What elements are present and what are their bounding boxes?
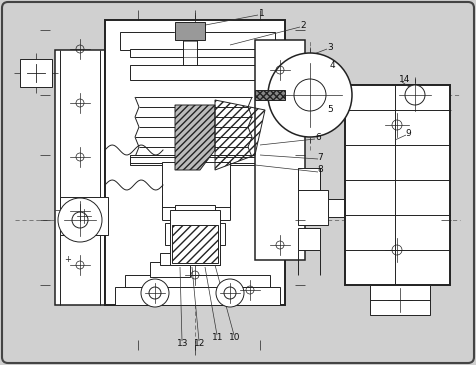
Bar: [20, 59, 52, 87]
Bar: [270, 60, 290, 245]
Bar: [165, 223, 225, 245]
Polygon shape: [175, 105, 215, 170]
Bar: [298, 228, 320, 250]
Bar: [120, 32, 275, 50]
Circle shape: [141, 279, 169, 307]
Text: 13: 13: [177, 338, 189, 347]
Bar: [255, 40, 305, 260]
Bar: [175, 205, 215, 225]
Text: 7: 7: [317, 153, 323, 161]
Bar: [328, 199, 346, 217]
Bar: [115, 287, 280, 305]
Bar: [160, 253, 220, 265]
Text: 1: 1: [259, 8, 265, 18]
Bar: [352, 91, 412, 99]
Text: 12: 12: [194, 338, 206, 347]
Text: 2: 2: [300, 20, 306, 30]
Bar: [60, 197, 108, 235]
Bar: [175, 22, 205, 40]
Text: 14: 14: [399, 76, 411, 85]
Bar: [298, 190, 328, 225]
Bar: [130, 155, 258, 165]
Text: 11: 11: [212, 333, 224, 342]
Bar: [55, 50, 105, 305]
Circle shape: [294, 79, 326, 111]
Bar: [345, 85, 450, 285]
Text: 5: 5: [327, 105, 333, 115]
Circle shape: [405, 85, 425, 105]
Bar: [130, 65, 258, 80]
Bar: [130, 49, 260, 57]
Circle shape: [58, 198, 102, 242]
Circle shape: [268, 53, 352, 137]
Bar: [370, 285, 430, 315]
Bar: [298, 168, 320, 190]
Text: 4: 4: [329, 61, 335, 69]
Polygon shape: [255, 90, 285, 100]
Circle shape: [216, 279, 244, 307]
Text: 3: 3: [327, 42, 333, 51]
Text: 10: 10: [229, 333, 241, 342]
Bar: [183, 40, 197, 70]
Bar: [150, 262, 190, 277]
Text: +: +: [65, 255, 71, 265]
Bar: [170, 210, 220, 265]
Text: 6: 6: [315, 132, 321, 142]
Text: 8: 8: [317, 165, 323, 174]
Bar: [162, 162, 230, 207]
Bar: [105, 20, 285, 305]
Bar: [125, 275, 270, 287]
Text: 9: 9: [405, 128, 411, 138]
